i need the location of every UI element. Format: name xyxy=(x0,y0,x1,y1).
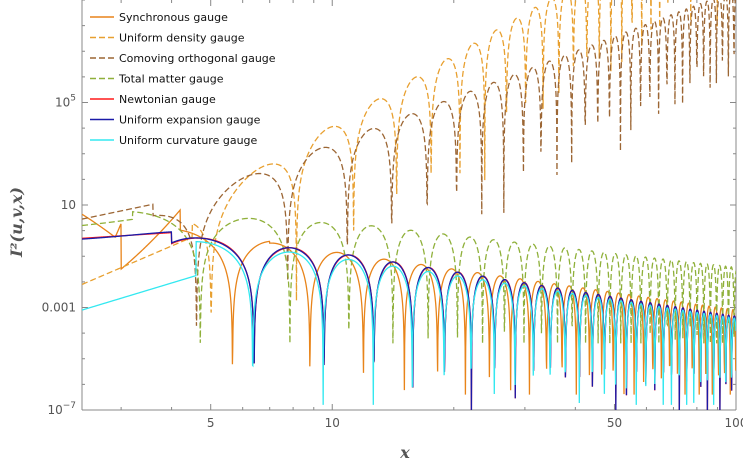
legend-label: Newtonian gauge xyxy=(119,93,216,106)
legend-label: Uniform density gauge xyxy=(119,32,245,45)
x-tick-label: 100 xyxy=(725,416,743,430)
y-tick-label: 0.001 xyxy=(42,301,76,315)
legend-label: Comoving orthogonal gauge xyxy=(119,52,276,65)
x-tick-label: 5 xyxy=(207,416,215,430)
y-axis-title: I²(u,v,x) xyxy=(7,187,26,258)
legend-label: Uniform expansion gauge xyxy=(119,114,261,127)
y-tick-label: 10 xyxy=(61,198,76,212)
legend-label: Uniform curvature gauge xyxy=(119,134,258,147)
x-tick-label: 10 xyxy=(325,416,340,430)
x-tick-label: 50 xyxy=(607,416,622,430)
x-axis-title: x xyxy=(399,443,410,462)
legend-label: Synchronous gauge xyxy=(119,11,228,24)
legend-label: Total matter gauge xyxy=(118,73,224,86)
